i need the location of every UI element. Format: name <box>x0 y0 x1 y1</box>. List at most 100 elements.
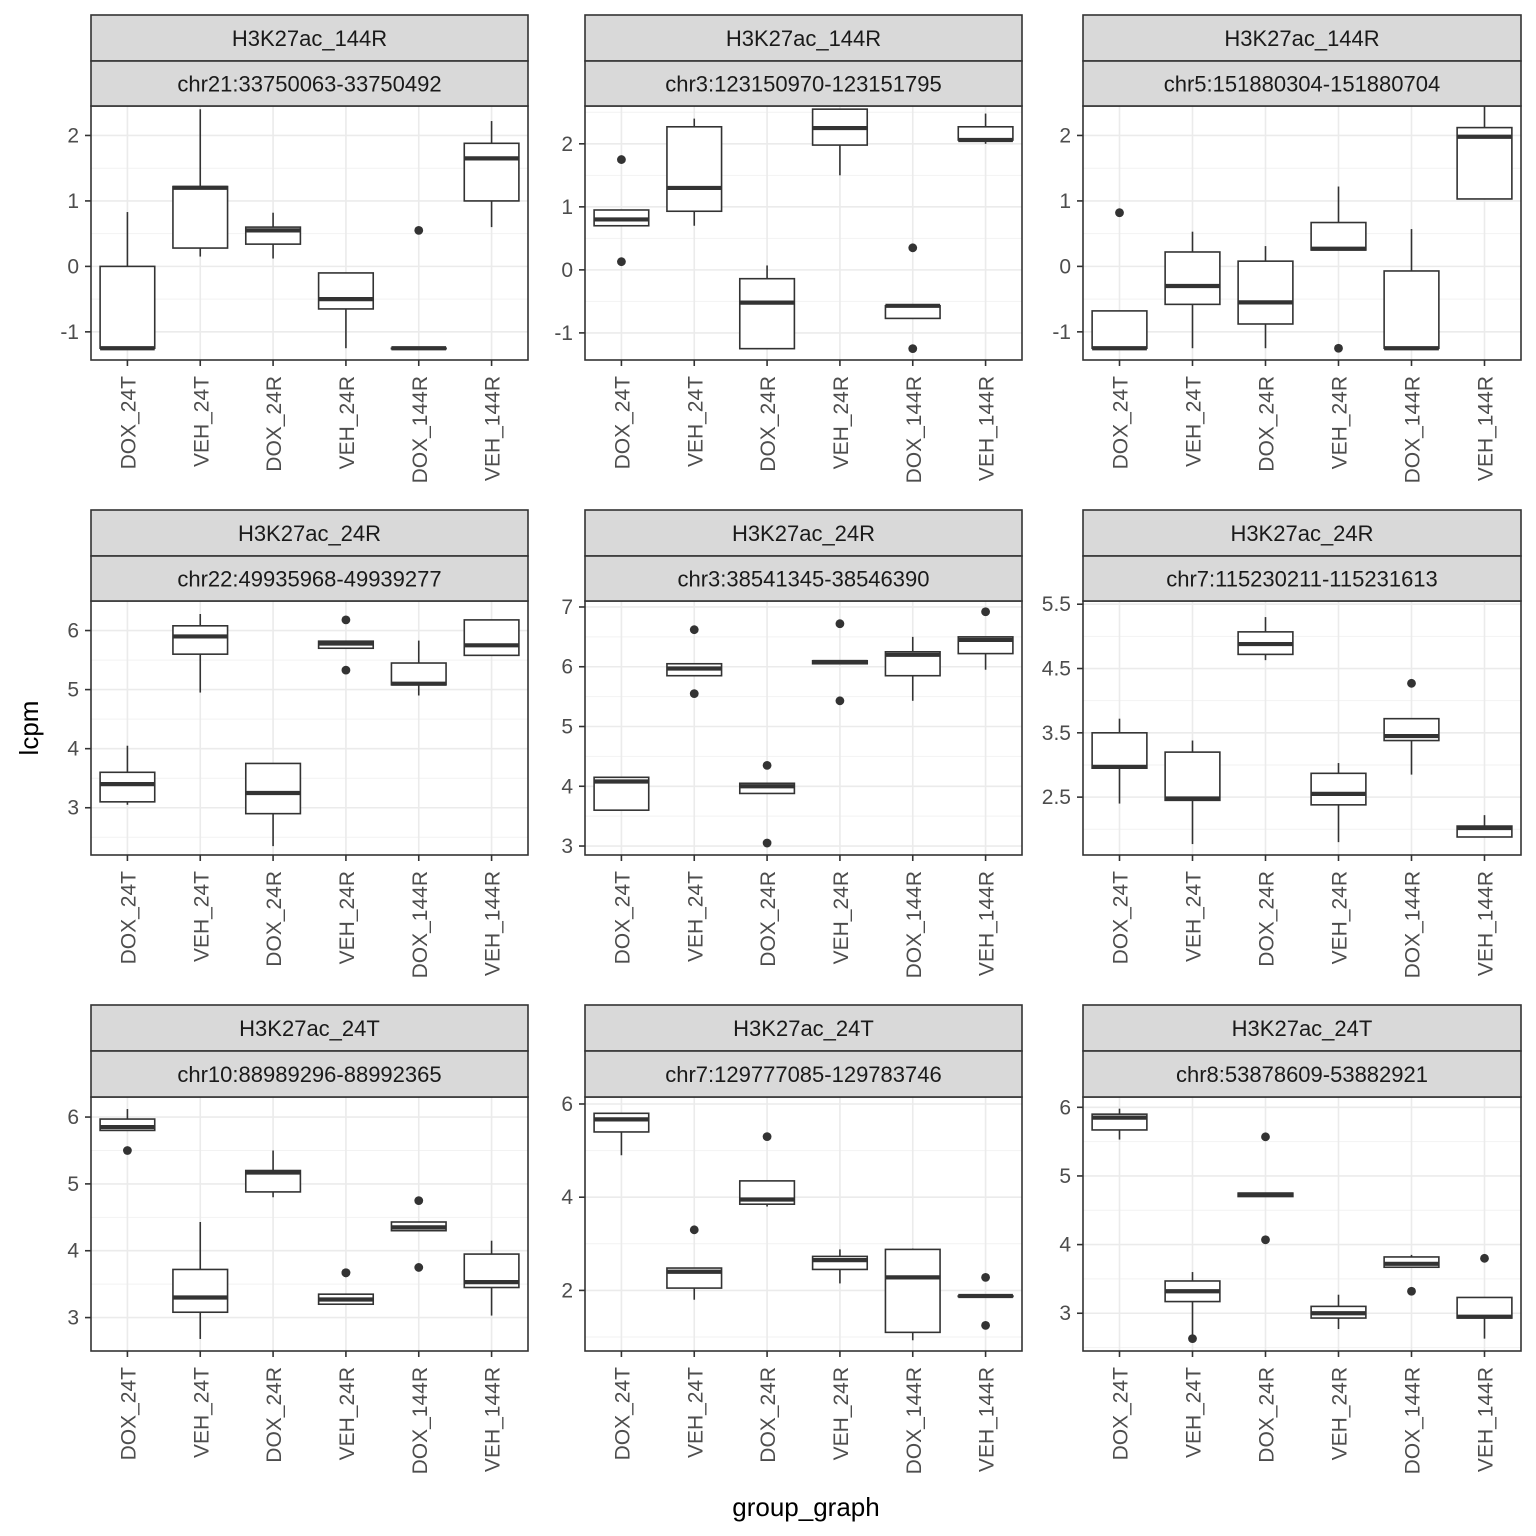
x-tick-label: VEH_24T <box>684 871 707 962</box>
box-DOX_144R <box>884 636 941 701</box>
x-tick-label: VEH_24T <box>1183 376 1206 467</box>
y-tick-label: 4 <box>67 1240 79 1263</box>
strip-top-box <box>90 1004 529 1052</box>
y-tick-label: 6 <box>561 656 573 679</box>
x-tick-label: VEH_144R <box>1475 871 1498 976</box>
strip-bottom-box <box>1082 555 1522 602</box>
outlier-point <box>1188 1334 1197 1344</box>
strip-bottom-box <box>584 60 1023 107</box>
box-DOX_144R <box>1383 678 1440 775</box>
box-VEH_144R <box>957 607 1014 670</box>
box-DOX_24T <box>99 212 156 351</box>
box-VEH_24R <box>1310 1294 1367 1330</box>
facet-panel: H3K27ac_144R chr21:33750063-33750492 -1 0 1 2… <box>60 14 529 483</box>
x-tick-label: DOX_144R <box>903 1367 926 1474</box>
panel-background <box>585 106 1022 360</box>
x-tick-label: VEH_144R <box>482 871 505 976</box>
box-iqr <box>666 125 723 213</box>
x-tick-label: VEH_144R <box>482 376 505 481</box>
strip-top-label: H3K27ac_144R <box>232 26 387 51</box>
box-VEH_24R <box>317 272 375 349</box>
strip-top-label: H3K27ac_24R <box>1230 521 1373 546</box>
x-tick-label: VEH_24R <box>1329 1367 1352 1460</box>
box-iqr <box>1164 751 1221 802</box>
x-tick-label: DOX_24T <box>611 376 634 470</box>
x-tick-label: DOX_24R <box>1256 376 1279 472</box>
x-tick-label: VEH_144R <box>976 871 999 976</box>
strip-bottom-box <box>90 60 529 107</box>
y-tick-label: 4 <box>67 738 79 761</box>
x-tick-label: VEH_24T <box>1183 1367 1206 1458</box>
strip-top-label: H3K27ac_24R <box>238 521 381 546</box>
strip-top-box <box>1082 1004 1522 1052</box>
box-iqr <box>317 272 375 310</box>
outlier-point <box>341 665 351 675</box>
y-tick-label: 2 <box>1059 124 1071 147</box>
box-DOX_24R <box>1237 246 1294 349</box>
outlier-point <box>1334 343 1343 353</box>
strip-top-box <box>1082 509 1522 557</box>
x-tick-label: VEH_24R <box>336 1367 359 1460</box>
outlier-point <box>689 625 699 635</box>
box-iqr <box>244 762 302 815</box>
box-iqr <box>1310 772 1367 806</box>
x-tick-label: DOX_144R <box>903 871 926 978</box>
facet-panel: H3K27ac_24T chr8:53878609-53882921 3 4 5 6 DOX… <box>1059 1004 1522 1474</box>
box-iqr <box>1456 126 1513 200</box>
facet-panel: H3K27ac_144R chr5:151880304-151880704 -1 0 1… <box>1052 14 1522 483</box>
x-tick-label: DOX_24T <box>117 871 140 965</box>
strip-bottom-box <box>584 555 1023 602</box>
box-VEH_144R <box>1456 106 1513 200</box>
strip-top-label: H3K27ac_144R <box>1224 26 1379 51</box>
y-tick-label: 4.5 <box>1042 658 1071 681</box>
strip-top-box <box>1082 14 1522 62</box>
box-DOX_24T <box>593 776 650 811</box>
x-tick-label: VEH_24R <box>336 376 359 469</box>
x-tick-label: DOX_24T <box>117 1367 140 1461</box>
x-tick-label: DOX_144R <box>903 376 926 483</box>
x-tick-label: VEH_24T <box>190 376 213 467</box>
x-tick-label: VEH_24T <box>190 871 213 962</box>
box-DOX_24R <box>738 1132 796 1207</box>
strip-top-label: H3K27ac_144R <box>726 26 881 51</box>
x-tick-label: VEH_144R <box>1475 376 1498 481</box>
x-tick-label: VEH_144R <box>976 376 999 481</box>
y-tick-label: 3 <box>561 835 573 858</box>
y-tick-label: 3.5 <box>1042 722 1071 745</box>
outlier-point <box>762 838 772 848</box>
box-DOX_144R <box>884 1248 941 1341</box>
strip-bottom-label: chr7:129777085-129783746 <box>665 1062 941 1087</box>
box-VEH_24T <box>666 625 723 699</box>
y-tick-label: 5 <box>561 716 573 739</box>
box-DOX_144R <box>884 243 941 354</box>
box-DOX_24R <box>244 762 302 847</box>
outlier-point <box>1407 678 1416 688</box>
y-tick-label: 0 <box>561 259 573 282</box>
box-DOX_24R <box>738 760 796 848</box>
x-tick-label: DOX_24R <box>1256 1367 1279 1463</box>
strip-bottom-label: chr10:88989296-88992365 <box>177 1062 441 1087</box>
x-tick-label: VEH_144R <box>976 1367 999 1472</box>
x-tick-label: DOX_24R <box>757 1367 780 1463</box>
box-DOX_144R <box>390 640 447 696</box>
box-DOX_24T <box>99 745 156 805</box>
x-tick-label: DOX_24T <box>1110 1367 1133 1461</box>
box-DOX_24R <box>738 265 796 350</box>
box-iqr <box>1091 310 1148 350</box>
y-tick-label: 0 <box>67 255 79 278</box>
outlier-point <box>835 619 845 629</box>
x-tick-label: DOX_144R <box>1402 1367 1425 1474</box>
panel-background <box>91 1097 528 1351</box>
outlier-point <box>689 1225 699 1235</box>
strip-top-label: H3K27ac_24T <box>239 1016 380 1041</box>
panel-background <box>585 601 1022 855</box>
box-DOX_24R <box>244 212 302 259</box>
x-tick-label: DOX_24T <box>117 376 140 470</box>
y-tick-label: 2.5 <box>1042 786 1071 809</box>
y-tick-label: 6 <box>67 620 79 643</box>
y-tick-label: 5.5 <box>1042 593 1071 616</box>
y-tick-label: 7 <box>561 596 573 619</box>
panel-background <box>1083 106 1521 360</box>
x-tick-label: DOX_24T <box>611 1367 634 1461</box>
box-iqr <box>1383 270 1440 350</box>
